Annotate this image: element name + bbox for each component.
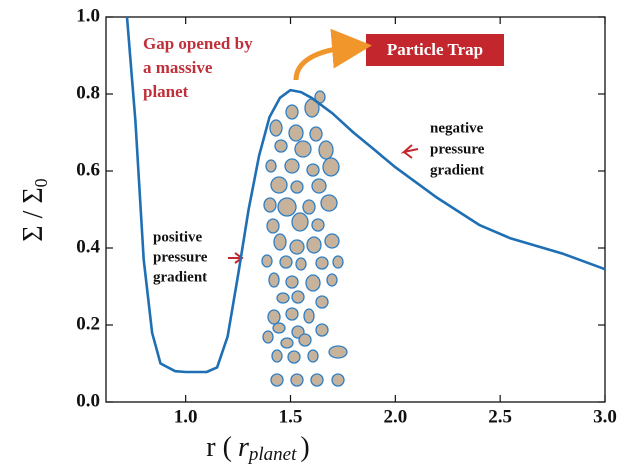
particle — [267, 309, 281, 325]
particle — [318, 140, 334, 160]
particle — [322, 157, 340, 177]
x-axis-label: r (rplanet) — [206, 432, 309, 465]
x-tick-label: 2.0 — [383, 406, 407, 427]
particle — [290, 180, 304, 194]
trap-label: Particle Trap — [387, 40, 483, 59]
y-tick-label: 0.2 — [76, 313, 100, 334]
x-tick-label: 1.0 — [174, 406, 198, 427]
trap-box — [366, 34, 504, 66]
positive-annotation: pressure — [153, 249, 208, 265]
particle — [262, 330, 274, 344]
particle — [266, 218, 280, 234]
x-label-main: r ( — [206, 432, 232, 463]
particle — [315, 323, 329, 337]
particle — [315, 295, 329, 309]
x-tick-label: 2.5 — [488, 406, 512, 427]
particle — [324, 233, 340, 249]
negative-annotation: gradient — [430, 162, 484, 178]
x-label-close: ) — [300, 432, 309, 463]
particle — [270, 176, 288, 194]
particle — [289, 239, 305, 255]
y-tick-label: 0.4 — [76, 236, 100, 257]
particle — [268, 272, 280, 288]
particle — [284, 158, 300, 174]
particle — [315, 256, 329, 270]
x-tick-label: 3.0 — [593, 406, 617, 427]
particle — [291, 290, 305, 304]
particle — [265, 159, 277, 173]
positive-annotation: gradient — [153, 269, 207, 285]
particle — [291, 212, 309, 232]
particle — [306, 163, 320, 177]
gap-annotation: Gap opened by — [143, 34, 253, 53]
y-tick-label: 1.0 — [76, 5, 100, 26]
y-tick-label: 0.6 — [76, 159, 100, 180]
particle — [287, 350, 301, 364]
particle — [290, 373, 304, 387]
particle — [261, 254, 273, 268]
x-tick-label: 1.5 — [279, 406, 303, 427]
particle — [311, 218, 325, 232]
particle — [288, 124, 304, 142]
particle — [331, 373, 345, 387]
gap-annotation: a massive — [143, 58, 213, 77]
negative-annotation: negative — [430, 120, 484, 136]
particle — [263, 197, 277, 213]
particle — [311, 178, 327, 194]
particle — [298, 333, 312, 347]
particle — [326, 273, 338, 287]
particle — [271, 349, 283, 363]
neg-arrow — [400, 144, 419, 159]
particle — [303, 308, 315, 324]
particle — [276, 292, 290, 304]
particle — [309, 126, 323, 142]
x-label-sub: planet — [247, 444, 297, 465]
particle — [273, 233, 287, 251]
y-label-sub: 0 — [31, 178, 51, 187]
curve — [125, 16, 606, 374]
plot-frame — [105, 16, 606, 403]
particle — [306, 236, 322, 254]
particle — [279, 255, 293, 269]
particle — [277, 197, 297, 217]
particle — [320, 194, 338, 212]
particle — [285, 275, 299, 289]
y-tick-label: 0.0 — [76, 390, 100, 411]
particle — [274, 139, 288, 153]
particle — [269, 119, 283, 137]
particle — [332, 255, 344, 269]
particle — [305, 274, 321, 292]
y-label-main: Σ / Σ — [18, 187, 49, 241]
particle — [302, 199, 316, 215]
particle — [294, 140, 312, 158]
particle-cloud — [261, 90, 348, 387]
particle — [310, 373, 324, 387]
gap-annotation: planet — [143, 82, 189, 101]
trap-arrow — [293, 28, 372, 81]
particle — [295, 257, 307, 271]
positive-annotation: positive — [153, 229, 203, 245]
particle — [270, 373, 284, 387]
y-tick-label: 0.8 — [76, 82, 100, 103]
negative-annotation: pressure — [430, 141, 485, 157]
particle — [328, 345, 348, 359]
particle — [285, 104, 299, 120]
particle — [272, 322, 286, 334]
y-axis-label: Σ / Σ0 — [18, 178, 51, 241]
particle — [285, 307, 299, 321]
x-label-r: r — [238, 432, 249, 463]
particle — [280, 337, 294, 349]
particle — [307, 349, 319, 363]
